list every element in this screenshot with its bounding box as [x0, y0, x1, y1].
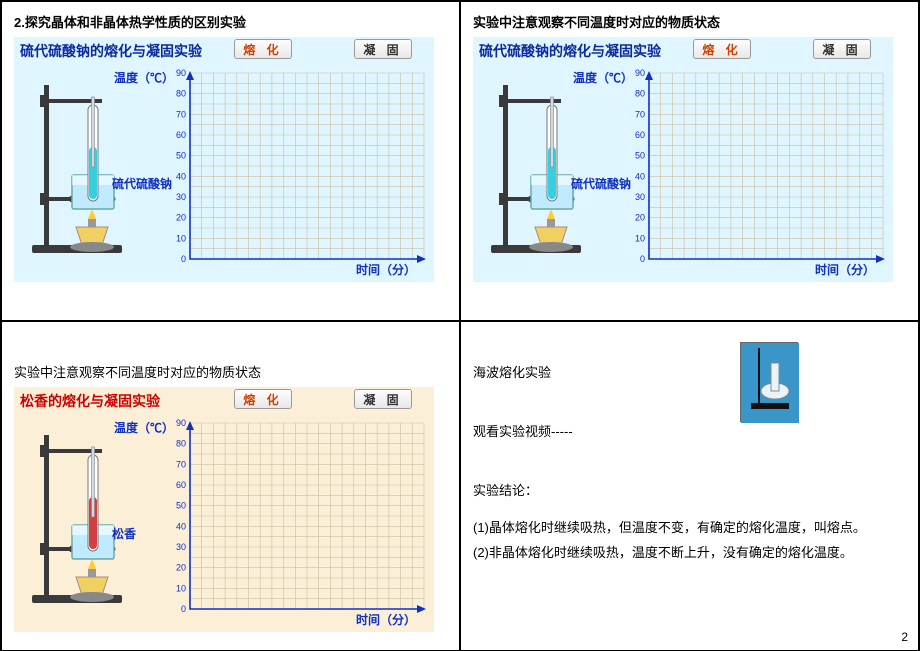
svg-text:70: 70 — [635, 109, 645, 119]
panel-caption: 2.探究晶体和非晶体热学性质的区别实验 — [14, 12, 447, 31]
svg-text:40: 40 — [176, 521, 186, 531]
simulation-box: 松香的熔化与凝固实验 熔 化 凝 固 温度（℃） 松香 010203040506… — [14, 387, 434, 632]
svg-text:70: 70 — [176, 109, 186, 119]
chart-grid: 0 10 20 30 40 50 60 70 80 90 — [162, 417, 430, 627]
freeze-button[interactable]: 凝 固 — [354, 39, 412, 59]
panel-bottom-right: 海波熔化实验 观看实验视频----- 实验结论： (1)晶体熔化时继续吸热，但温… — [460, 321, 919, 651]
melt-button[interactable]: 熔 化 — [234, 39, 292, 59]
text-line: 海波熔化实验 — [473, 362, 906, 381]
svg-text:40: 40 — [635, 171, 645, 181]
svg-text:30: 30 — [635, 192, 645, 202]
svg-text:40: 40 — [176, 171, 186, 181]
svg-text:90: 90 — [176, 418, 186, 428]
panel-top-right: 实验中注意观察不同温度时对应的物质状态 硫代硫酸钠的熔化与凝固实验 熔 化 凝 … — [460, 1, 919, 321]
photo-svg — [741, 343, 799, 423]
x-axis-label: 时间（分） — [356, 261, 416, 278]
text-line: (2)非晶体熔化时继续吸热，温度不断上升，没有确定的熔化温度。 — [473, 542, 906, 561]
text-line: 实验结论： — [473, 480, 906, 499]
simulation-box: 硫代硫酸钠的熔化与凝固实验 熔 化 凝 固 温度（℃） 硫代硫酸钠 010203… — [14, 37, 434, 282]
page-grid: 2.探究晶体和非晶体热学性质的区别实验 硫代硫酸钠的熔化与凝固实验 熔 化 凝 … — [0, 0, 920, 651]
sample-label: 松香 — [112, 525, 136, 542]
svg-text:30: 30 — [176, 192, 186, 202]
chart-grid: 0 10 20 30 40 50 60 70 80 90 — [621, 67, 889, 277]
svg-text:20: 20 — [176, 563, 186, 573]
svg-text:10: 10 — [635, 233, 645, 243]
svg-text:50: 50 — [176, 501, 186, 511]
svg-text:20: 20 — [176, 213, 186, 223]
svg-text:60: 60 — [176, 480, 186, 490]
chart-grid: 0 10 20 30 40 50 60 70 80 90 — [162, 67, 430, 277]
sim-title: 硫代硫酸钠的熔化与凝固实验 — [479, 41, 661, 61]
melt-button[interactable]: 熔 化 — [234, 389, 292, 409]
simulation-box: 硫代硫酸钠的熔化与凝固实验 熔 化 凝 固 温度（℃） 硫代硫酸钠 010203… — [473, 37, 893, 282]
svg-text:0: 0 — [640, 254, 645, 264]
svg-text:80: 80 — [635, 89, 645, 99]
svg-text:10: 10 — [176, 583, 186, 593]
experiment-photo — [740, 342, 798, 422]
text-line: 观看实验视频----- — [473, 421, 906, 440]
svg-text:60: 60 — [176, 130, 186, 140]
svg-text:80: 80 — [176, 439, 186, 449]
svg-text:30: 30 — [176, 542, 186, 552]
freeze-button[interactable]: 凝 固 — [354, 389, 412, 409]
panel-top-left: 2.探究晶体和非晶体热学性质的区别实验 硫代硫酸钠的熔化与凝固实验 熔 化 凝 … — [1, 1, 460, 321]
melt-button[interactable]: 熔 化 — [693, 39, 751, 59]
panel-caption: 实验中注意观察不同温度时对应的物质状态 — [473, 12, 906, 31]
x-axis-label: 时间（分） — [815, 261, 875, 278]
panel-caption: 实验中注意观察不同温度时对应的物质状态 — [14, 362, 447, 381]
page-number: 2 — [901, 630, 908, 644]
text-line: (1)晶体熔化时继续吸热，但温度不变，有确定的熔化温度，叫熔点。 — [473, 517, 906, 536]
svg-text:60: 60 — [635, 130, 645, 140]
svg-text:50: 50 — [176, 151, 186, 161]
svg-text:0: 0 — [181, 604, 186, 614]
svg-text:90: 90 — [635, 68, 645, 78]
svg-text:80: 80 — [176, 89, 186, 99]
svg-text:20: 20 — [635, 213, 645, 223]
sim-title: 松香的熔化与凝固实验 — [20, 391, 160, 411]
panel-bottom-left: 实验中注意观察不同温度时对应的物质状态 松香的熔化与凝固实验 熔 化 凝 固 温… — [1, 321, 460, 651]
sim-title: 硫代硫酸钠的熔化与凝固实验 — [20, 41, 202, 61]
freeze-button[interactable]: 凝 固 — [813, 39, 871, 59]
svg-text:0: 0 — [181, 254, 186, 264]
svg-text:70: 70 — [176, 459, 186, 469]
x-axis-label: 时间（分） — [356, 611, 416, 628]
svg-text:10: 10 — [176, 233, 186, 243]
svg-text:50: 50 — [635, 151, 645, 161]
svg-text:90: 90 — [176, 68, 186, 78]
